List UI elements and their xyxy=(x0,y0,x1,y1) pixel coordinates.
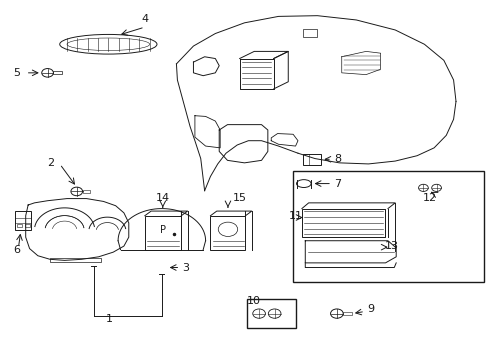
Bar xyxy=(144,216,181,249)
Bar xyxy=(15,211,30,230)
Text: 12: 12 xyxy=(422,193,436,203)
Text: 11: 11 xyxy=(288,211,302,221)
Text: 13: 13 xyxy=(384,241,398,251)
Bar xyxy=(210,216,245,249)
Text: 3: 3 xyxy=(182,262,189,273)
Bar xyxy=(50,258,101,262)
Text: P: P xyxy=(160,225,165,235)
Text: 15: 15 xyxy=(232,193,246,203)
Text: 10: 10 xyxy=(246,296,261,306)
Bar xyxy=(301,208,384,237)
Bar xyxy=(18,224,22,227)
Text: 4: 4 xyxy=(141,14,148,23)
Bar xyxy=(246,299,295,328)
Bar xyxy=(292,171,483,282)
Text: 6: 6 xyxy=(14,245,20,255)
Text: 2: 2 xyxy=(47,158,55,168)
Bar xyxy=(302,29,317,37)
Text: 1: 1 xyxy=(105,314,113,324)
Text: 7: 7 xyxy=(334,179,341,189)
Bar xyxy=(25,224,30,227)
Text: 9: 9 xyxy=(366,304,373,314)
Bar xyxy=(343,312,351,315)
Bar xyxy=(53,71,62,74)
Bar xyxy=(82,190,90,193)
Bar xyxy=(302,154,321,165)
Text: 5: 5 xyxy=(14,68,20,78)
Text: 8: 8 xyxy=(334,154,341,163)
Text: 14: 14 xyxy=(156,193,169,203)
